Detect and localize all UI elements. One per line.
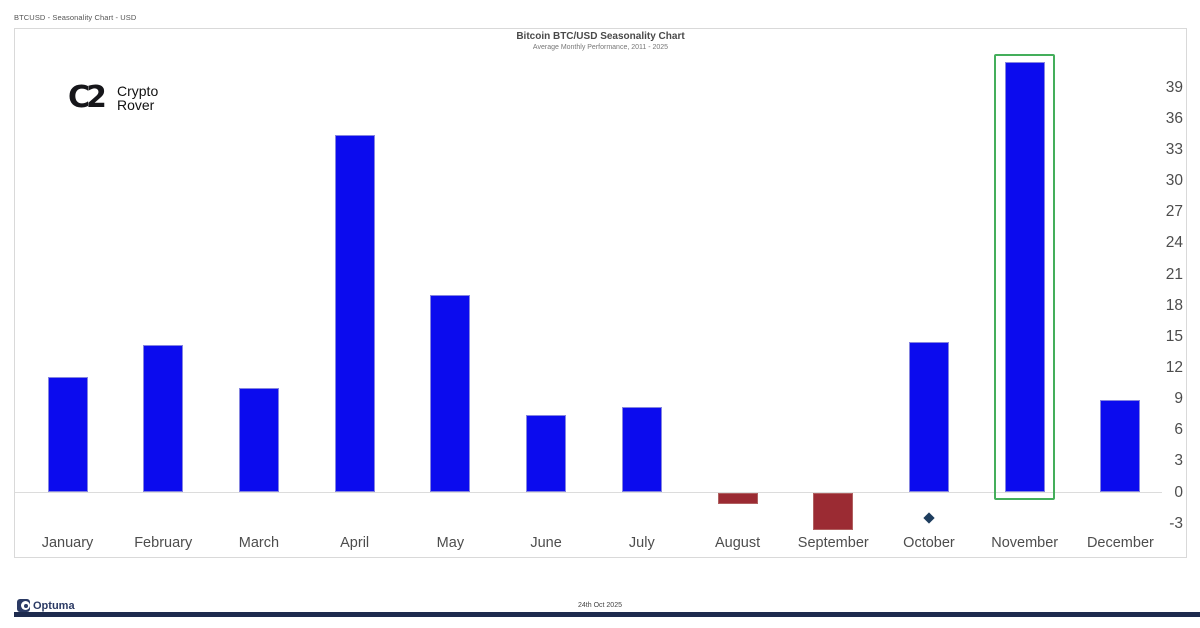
- optuma-wordmark: Optuma: [33, 599, 75, 612]
- crypto-rover-cr-monogram-icon: C2: [68, 80, 107, 115]
- bar-september[interactable]: [813, 493, 854, 531]
- y-tick-27: 27: [1165, 203, 1183, 221]
- x-label-september: September: [797, 535, 869, 551]
- y-tick-18: 18: [1165, 296, 1183, 314]
- x-label-may: May: [436, 535, 465, 551]
- bar-november[interactable]: [1004, 61, 1045, 493]
- y-tick-21: 21: [1165, 265, 1183, 283]
- bar-august[interactable]: [717, 493, 758, 505]
- y-tick-15: 15: [1165, 327, 1183, 345]
- bar-february[interactable]: [143, 345, 184, 493]
- bar-december[interactable]: [1100, 400, 1141, 493]
- y-tick-36: 36: [1165, 109, 1183, 127]
- bar-june[interactable]: [526, 414, 567, 493]
- footer-accent-bar: [14, 612, 1200, 617]
- logo-line1: Crypto: [117, 82, 159, 99]
- x-label-october: October: [903, 535, 955, 551]
- y-tick-30: 30: [1165, 172, 1183, 190]
- chart-subtitle: Average Monthly Performance, 2011 - 2025: [532, 44, 669, 51]
- document-title: BTCUSD - Seasonality Chart - USD: [14, 13, 137, 22]
- y-tick-9: 9: [1174, 390, 1183, 408]
- zero-gridline: [15, 492, 1162, 493]
- bar-march[interactable]: [238, 387, 279, 493]
- x-label-november: November: [991, 535, 1059, 551]
- x-label-february: February: [134, 535, 193, 551]
- optuma-logo: Optuma: [17, 599, 75, 612]
- x-label-april: April: [340, 535, 370, 551]
- footer-date: 24th Oct 2025: [578, 602, 622, 609]
- x-label-december: December: [1086, 535, 1154, 551]
- y-tick-3: 3: [1174, 452, 1183, 470]
- y-tick-39: 39: [1165, 78, 1183, 96]
- bar-january[interactable]: [47, 377, 88, 493]
- y-tick--3: -3: [1169, 514, 1183, 532]
- bar-july[interactable]: [621, 407, 662, 493]
- x-label-march: March: [238, 535, 280, 551]
- x-label-january: January: [41, 535, 94, 551]
- x-label-july: July: [628, 535, 655, 551]
- crypto-rover-wordmark: Crypto Rover: [117, 82, 159, 113]
- y-tick-0: 0: [1174, 483, 1183, 501]
- bar-april[interactable]: [334, 135, 375, 493]
- x-label-august: August: [714, 535, 761, 551]
- y-tick-6: 6: [1174, 421, 1183, 439]
- y-tick-12: 12: [1165, 358, 1183, 376]
- x-label-june: June: [530, 535, 562, 551]
- crypto-rover-logo: C2 Crypto Rover: [68, 82, 158, 114]
- y-tick-33: 33: [1165, 140, 1183, 158]
- chart-title: Bitcoin BTC/USD Seasonality Chart: [516, 31, 685, 42]
- chart-canvas[interactable]: [14, 28, 1187, 558]
- highlight-box-november: [994, 54, 1056, 500]
- bar-may[interactable]: [430, 295, 471, 493]
- bar-october[interactable]: [908, 341, 949, 493]
- optuma-icon: [17, 599, 30, 612]
- logo-line2: Rover: [117, 97, 155, 113]
- y-tick-24: 24: [1165, 234, 1183, 252]
